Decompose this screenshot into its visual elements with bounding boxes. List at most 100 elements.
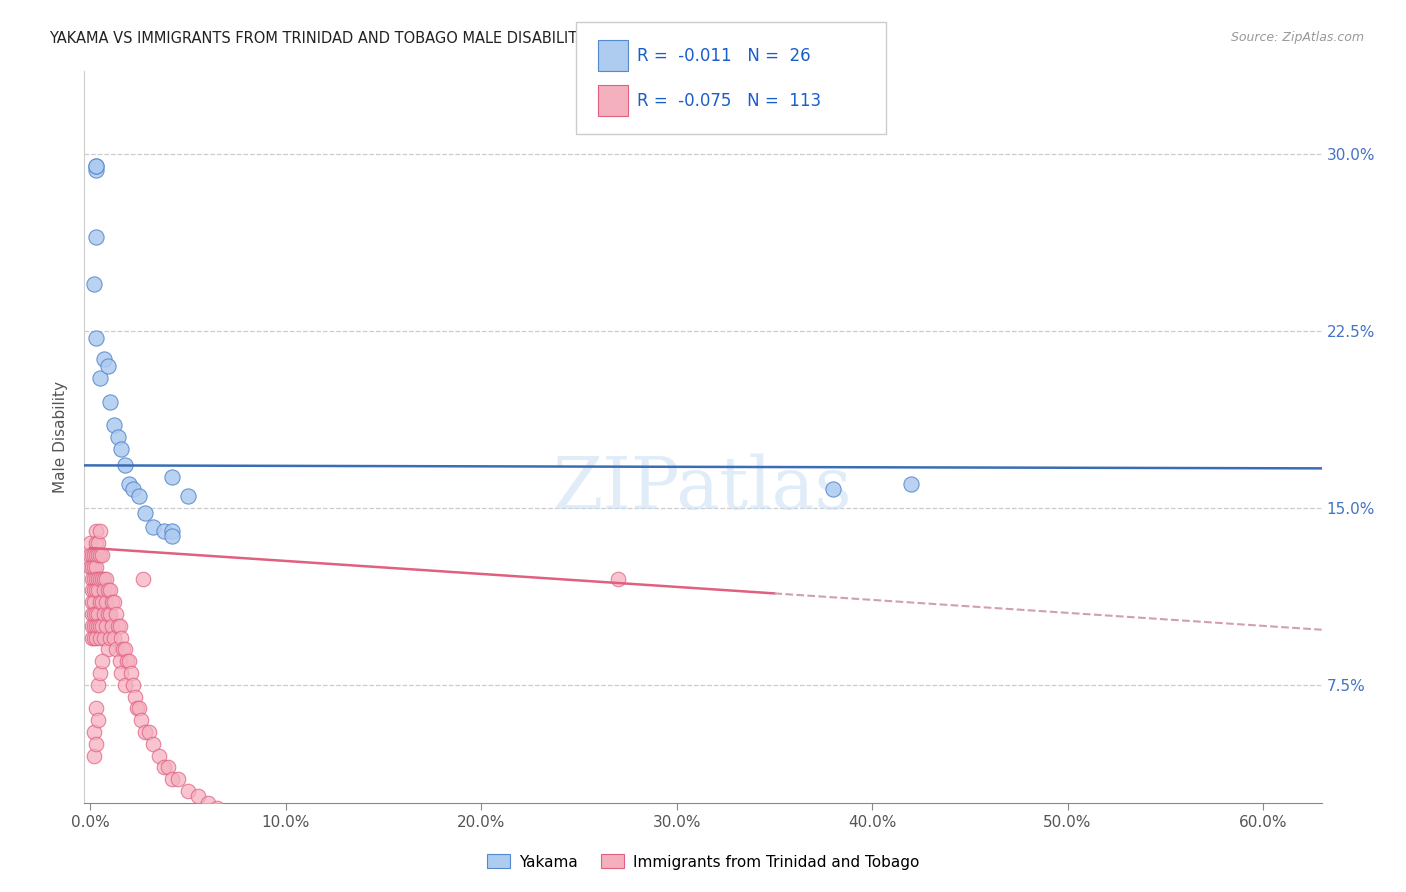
Point (568, 843, 591, 857)
Point (167, 772, 190, 787)
Point (138, 725, 160, 739)
Point (607, 846, 630, 860)
Point (91, 572, 114, 586)
Point (82, 631, 104, 645)
Point (79, 536, 101, 550)
Point (91, 548, 114, 562)
Point (82, 559, 104, 574)
Point (93, 583, 115, 598)
Point (84, 559, 107, 574)
Point (509, 843, 531, 857)
Point (225, 813, 247, 827)
Point (87, 607, 110, 621)
Point (89, 572, 111, 586)
Point (821, 482, 844, 496)
Point (100, 619, 122, 633)
Point (104, 642, 127, 657)
Point (94, 595, 117, 609)
Point (103, 595, 125, 609)
Point (84, 701, 107, 715)
Text: R =  -0.075   N =  113: R = -0.075 N = 113 (637, 92, 821, 110)
Point (607, 572, 630, 586)
Point (93, 607, 115, 621)
Point (187, 789, 209, 803)
Point (89, 371, 111, 385)
Point (82, 548, 104, 562)
Point (134, 506, 156, 520)
Point (89, 595, 111, 609)
Point (84, 536, 107, 550)
Point (89, 524, 111, 539)
Point (392, 838, 415, 853)
Point (117, 654, 139, 668)
Point (142, 737, 165, 751)
Text: R =  -0.011   N =  26: R = -0.011 N = 26 (637, 47, 810, 65)
Point (87, 572, 110, 586)
Point (124, 690, 146, 704)
Point (153, 524, 176, 539)
Point (91, 619, 114, 633)
Point (134, 725, 156, 739)
Point (83, 725, 105, 739)
Point (128, 701, 150, 715)
Point (114, 642, 136, 657)
Point (82, 595, 104, 609)
Point (93, 572, 115, 586)
Point (122, 482, 145, 496)
Legend: Yakama, Immigrants from Trinidad and Tobago: Yakama, Immigrants from Trinidad and Tob… (481, 848, 925, 876)
Point (98, 631, 121, 645)
Point (89, 548, 111, 562)
Point (110, 666, 132, 681)
Point (470, 840, 492, 855)
Text: Source: ZipAtlas.com: Source: ZipAtlas.com (1230, 31, 1364, 45)
Point (84, 524, 107, 539)
Point (153, 760, 176, 774)
Point (84, 548, 107, 562)
Point (87, 548, 110, 562)
Point (114, 458, 136, 473)
Point (82, 607, 104, 621)
Point (89, 619, 111, 633)
Text: YAKAMA VS IMMIGRANTS FROM TRINIDAD AND TOBAGO MALE DISABILITY CORRELATION CHART: YAKAMA VS IMMIGRANTS FROM TRINIDAD AND T… (49, 31, 749, 46)
Point (83, 607, 105, 621)
Point (83, 748, 105, 763)
Point (79, 559, 101, 574)
Point (83, 595, 105, 609)
Point (84, 159, 107, 173)
Point (87, 583, 110, 598)
Point (87, 678, 110, 692)
Point (83, 559, 105, 574)
Point (84, 572, 107, 586)
Point (84, 583, 107, 598)
Point (91, 654, 114, 668)
Point (87, 536, 110, 550)
Point (87, 713, 110, 727)
Point (100, 595, 122, 609)
Point (91, 595, 114, 609)
Point (118, 477, 141, 491)
Point (83, 572, 105, 586)
Point (207, 800, 229, 814)
Point (93, 352, 115, 367)
Point (112, 642, 135, 657)
Point (82, 572, 104, 586)
Point (430, 838, 453, 853)
Point (235, 813, 257, 827)
Point (84, 737, 107, 751)
Text: ZIPatlas: ZIPatlas (553, 453, 853, 524)
Point (177, 489, 200, 503)
Point (103, 418, 125, 433)
Point (83, 548, 105, 562)
Point (97, 583, 120, 598)
Point (87, 619, 110, 633)
Point (98, 394, 121, 409)
Point (83, 583, 105, 598)
Point (94, 572, 117, 586)
Point (84, 331, 107, 345)
Point (84, 619, 107, 633)
Point (89, 666, 111, 681)
Point (314, 831, 336, 846)
Point (84, 159, 107, 173)
Y-axis label: Male Disability: Male Disability (53, 381, 69, 493)
Point (97, 607, 120, 621)
